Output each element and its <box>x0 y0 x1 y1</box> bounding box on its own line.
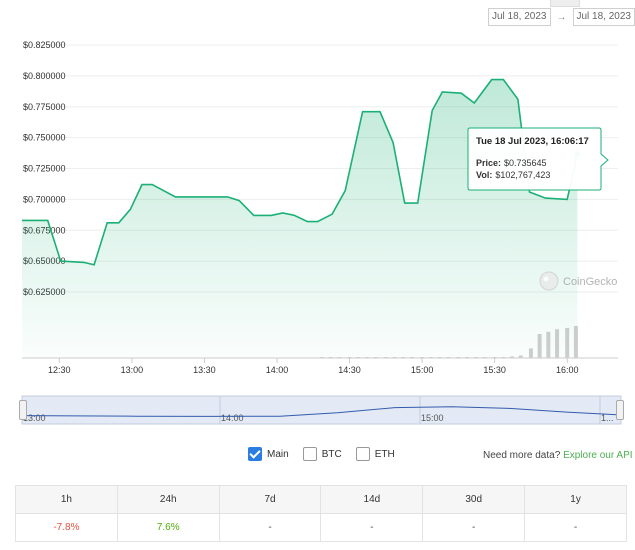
tooltip-vol: Vol: $102,767,423 <box>476 170 550 180</box>
value-1h: -7.8% <box>15 513 118 542</box>
value-30d: - <box>422 513 526 542</box>
btc-checkbox[interactable] <box>302 447 317 461</box>
value-7d: - <box>218 513 322 542</box>
tooltip-price: Price: $0.735645 <box>476 158 547 168</box>
explore-api-link[interactable]: Explore our API <box>563 450 633 461</box>
coingecko-logo-eye <box>543 276 549 282</box>
y-tick-label: $0.700000 <box>23 194 66 204</box>
toggle-btc-label: BTC <box>321 448 342 460</box>
toggle-main[interactable]: Main <box>248 447 289 461</box>
tooltip-title: Tue 18 Jul 2023, 16:06:17 <box>476 136 589 147</box>
performance-header-row: 1h 24h 7d 14d 30d 1y <box>15 485 627 514</box>
watermark-text: CoinGecko <box>563 276 617 288</box>
tooltip-price-label: Price: <box>476 158 501 168</box>
toolbar-button-stub[interactable] <box>550 0 580 7</box>
tooltip-box <box>467 127 609 191</box>
y-tick-label: $0.725000 <box>23 164 66 174</box>
y-tick-label: $0.750000 <box>23 133 66 143</box>
toggle-main-label: Main <box>267 448 289 460</box>
navigator-left-handle[interactable] <box>19 400 27 420</box>
x-tick-label: 13:30 <box>193 365 216 375</box>
navigator-label: 1... <box>601 413 614 423</box>
header-1h: 1h <box>15 485 118 514</box>
y-tick-label: $0.825000 <box>23 40 66 50</box>
y-tick-label: $0.775000 <box>23 102 66 112</box>
api-note-text: Need more data? <box>483 450 561 461</box>
value-24h: 7.6% <box>116 513 220 542</box>
header-7d: 7d <box>218 485 322 514</box>
date-from-input[interactable]: Jul 18, 2023 <box>488 8 551 26</box>
price-chart: $0.825000 $0.800000 $0.775000 $0.750000 $0.7… <box>22 40 618 375</box>
price-line <box>22 78 579 266</box>
x-tick-label: 16:00 <box>556 365 579 375</box>
range-navigator[interactable]: 13:00 14:00 15:00 1... <box>19 394 625 426</box>
navigator-right-handle[interactable] <box>616 400 624 420</box>
tooltip: Tue 18 Jul 2023, 16:06:17 Price: $0.73564… <box>467 127 609 191</box>
header-14d: 14d <box>320 485 424 514</box>
toggle-btc[interactable]: BTC <box>302 447 342 461</box>
api-note: Need more data? Explore our API <box>483 450 633 461</box>
eth-checkbox[interactable] <box>355 447 370 461</box>
x-tick-label: 15:30 <box>483 365 506 375</box>
tooltip-vol-value: $102,767,423 <box>495 170 550 180</box>
navigator-label: 15:00 <box>421 413 444 423</box>
y-tick-label: $0.800000 <box>23 71 66 81</box>
header-1y: 1y <box>524 485 627 514</box>
toggle-eth-label: ETH <box>374 448 395 460</box>
toggle-eth[interactable]: ETH <box>355 447 395 461</box>
date-range-arrow: → <box>556 11 567 23</box>
header-30d: 30d <box>422 485 526 514</box>
main-checkbox[interactable] <box>248 447 262 461</box>
performance-table: 1h 24h 7d 14d 30d 1y -7.8% 7.6% - - - - <box>15 485 627 542</box>
x-tick-label: 14:30 <box>338 365 361 375</box>
date-range-selector: Jul 18, 2023 → Jul 18, 2023 <box>488 8 635 26</box>
header-24h: 24h <box>116 485 220 514</box>
x-tick-label: 13:00 <box>121 365 144 375</box>
x-axis: 12:30 13:00 13:30 14:00 14:30 15:00 15:30 16:00 <box>22 357 618 375</box>
tooltip-price-value: $0.735645 <box>504 158 547 168</box>
navigator-label: 14:00 <box>221 413 244 423</box>
navigator-svg: 13:00 14:00 15:00 1... <box>21 395 622 425</box>
performance-value-row: -7.8% 7.6% - - - - <box>15 513 627 542</box>
value-1y: - <box>524 513 627 542</box>
series-toggles: Main BTC ETH <box>248 447 409 461</box>
value-14d: - <box>320 513 424 542</box>
coingecko-watermark: CoinGecko <box>539 271 617 291</box>
x-tick-label: 12:30 <box>48 365 71 375</box>
navigator-mask <box>21 395 622 425</box>
date-to-input[interactable]: Jul 18, 2023 <box>572 8 635 26</box>
navigator-line <box>21 406 618 417</box>
x-tick-label: 14:00 <box>266 365 289 375</box>
x-tick-label: 15:00 <box>411 365 434 375</box>
coingecko-logo-icon <box>539 271 559 291</box>
tooltip-vol-label: Vol: <box>476 170 492 180</box>
navigator-label: 13:00 <box>23 413 46 423</box>
